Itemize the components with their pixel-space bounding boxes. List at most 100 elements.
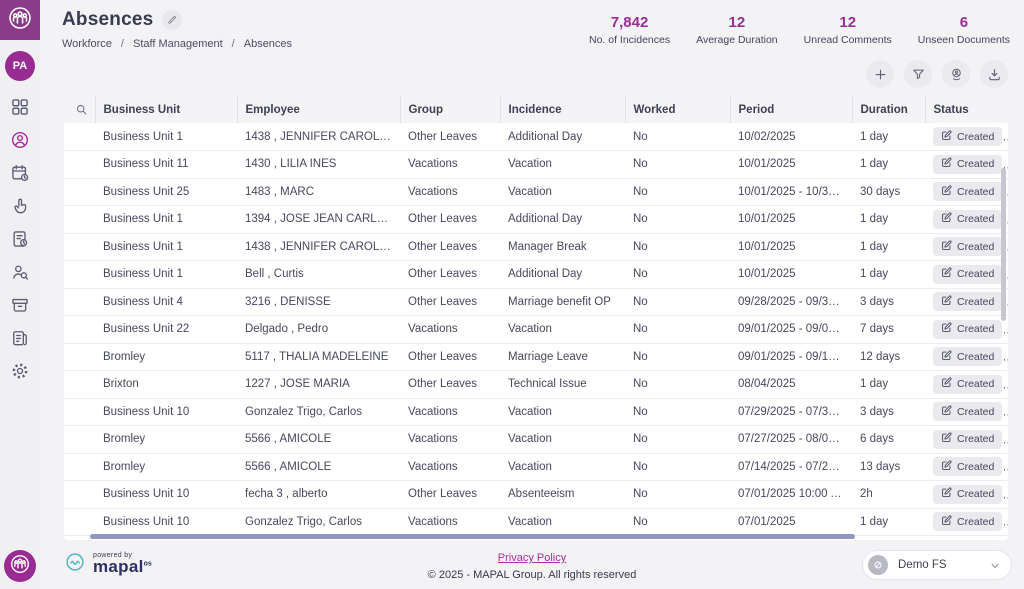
- col-duration[interactable]: Duration: [851, 96, 925, 123]
- mapal-badge[interactable]: [4, 550, 36, 582]
- calendar-clock-icon: [10, 163, 30, 183]
- privacy-policy-link[interactable]: Privacy Policy: [497, 552, 567, 564]
- person-circle-icon: [10, 130, 30, 150]
- status-chip[interactable]: Created: [933, 457, 1003, 477]
- status-chip[interactable]: Created: [933, 127, 1003, 146]
- cell-business-unit: Business Unit 10: [95, 508, 237, 536]
- stat-incidences: 7,842 No. of Incidences: [589, 14, 670, 54]
- cell-business-unit: Business Unit 1: [95, 260, 237, 289]
- sidebar-item-dashboard[interactable]: [10, 97, 30, 117]
- status-chip[interactable]: Created: [933, 319, 1003, 339]
- status-chip[interactable]: Created: [933, 264, 1003, 284]
- table-row[interactable]: Business Unit 22 Delgado , Pedro Vacatio…: [64, 315, 1008, 344]
- user-avatar[interactable]: PA: [5, 51, 35, 81]
- tenant-selector[interactable]: Demo FS: [862, 549, 1012, 580]
- cell-period: 10/02/2025: [730, 123, 852, 151]
- status-chip[interactable]: Created: [933, 484, 1003, 504]
- sidebar-item-report[interactable]: [10, 229, 30, 249]
- edit-square-icon: [941, 267, 952, 281]
- status-chip[interactable]: Created: [933, 292, 1003, 312]
- breadcrumb-absences: Absences: [243, 38, 293, 50]
- col-period[interactable]: Period: [729, 96, 852, 123]
- table-row[interactable]: Business Unit 4 3216 , DENISSE Other Lea…: [64, 288, 1008, 316]
- col-status[interactable]: Status: [924, 96, 1008, 123]
- table-row[interactable]: Business Unit 1 1394 , JOSE JEAN CARLOS …: [64, 205, 1008, 234]
- breadcrumb-staff-management[interactable]: Staff Management: [132, 38, 223, 50]
- cell-status: Created: [925, 260, 1008, 289]
- sidebar-item-settings[interactable]: [10, 361, 30, 381]
- col-business-unit[interactable]: Business Unit: [94, 96, 237, 123]
- col-employee[interactable]: Employee: [236, 96, 400, 123]
- cell-worked: No: [625, 480, 730, 509]
- sidebar-item-people-search[interactable]: [10, 262, 30, 282]
- status-chip[interactable]: Created: [933, 429, 1003, 449]
- sidebar-item-profile[interactable]: [10, 130, 30, 150]
- table-row[interactable]: Business Unit 10 Gonzalez Trigo, Carlos …: [64, 398, 1008, 426]
- status-chip[interactable]: Created: [933, 154, 1003, 174]
- edit-square-icon: [941, 487, 952, 501]
- cell-business-unit: Business Unit 4: [95, 288, 237, 316]
- status-chip[interactable]: Created: [933, 209, 1003, 229]
- vertical-scrollbar[interactable]: [1001, 168, 1006, 321]
- mapal-wordmark: mapal: [93, 557, 144, 576]
- table-row[interactable]: Bromley 5117 , THALIA MADELEINE Other Le…: [64, 343, 1008, 371]
- cell-period: 10/01/2025: [730, 233, 852, 261]
- cell-business-unit: Bromley: [95, 343, 237, 371]
- edit-square-icon: [941, 212, 952, 226]
- stat-value: 12: [728, 14, 746, 31]
- stat-value: 6: [959, 14, 969, 31]
- cell-duration: 1 day: [852, 205, 925, 234]
- cell-worked: No: [625, 453, 730, 481]
- cell-business-unit: Business Unit 22: [95, 315, 237, 344]
- cell-gutter: [64, 178, 95, 206]
- archive-box-icon: [10, 295, 30, 315]
- cell-period: 10/01/2025: [730, 150, 852, 179]
- table-row[interactable]: Business Unit 1 1438 , JENNIFER CAROLINA…: [64, 233, 1008, 261]
- table-search[interactable]: [64, 96, 95, 123]
- absences-table: Business Unit Employee Group Incidence W…: [64, 96, 1008, 536]
- sidebar-item-calendar[interactable]: [10, 163, 30, 183]
- assign-user-button[interactable]: [942, 60, 970, 88]
- sidebar-item-archive[interactable]: [10, 295, 30, 315]
- table-row[interactable]: Business Unit 10 fecha 3 , alberto Other…: [64, 480, 1008, 509]
- col-worked[interactable]: Worked: [624, 96, 730, 123]
- stats-strip: 7,842 No. of Incidences 12 Average Durat…: [589, 9, 1010, 54]
- status-chip[interactable]: Created: [933, 374, 1003, 394]
- table-row[interactable]: Business Unit 1 Bell , Curtis Other Leav…: [64, 260, 1008, 289]
- cell-employee: Delgado , Pedro: [237, 315, 400, 344]
- status-chip[interactable]: Created: [933, 512, 1003, 532]
- status-chip[interactable]: Created: [933, 402, 1003, 422]
- col-group[interactable]: Group: [399, 96, 500, 123]
- cell-business-unit: Business Unit 11: [95, 150, 237, 179]
- download-button[interactable]: [980, 60, 1008, 88]
- table-row[interactable]: Business Unit 10 Gonzalez Trigo, Carlos …: [64, 508, 1008, 536]
- sidebar-item-documents[interactable]: [10, 328, 30, 348]
- cell-employee: 1394 , JOSE JEAN CARLOS: [237, 205, 400, 234]
- table-row[interactable]: Business Unit 1 1438 , JENNIFER CAROLINA…: [64, 123, 1008, 151]
- document-clock-icon: [10, 229, 30, 249]
- table-row[interactable]: Business Unit 25 1483 , MARC Vacations V…: [64, 178, 1008, 206]
- status-chip[interactable]: Created: [933, 237, 1003, 257]
- status-chip[interactable]: Created: [933, 182, 1003, 202]
- col-incidence[interactable]: Incidence: [499, 96, 625, 123]
- filter-button[interactable]: [904, 60, 932, 88]
- cell-status: Created: [925, 233, 1008, 261]
- brand-logo[interactable]: [0, 0, 40, 40]
- gear-icon: [10, 361, 30, 381]
- status-chip[interactable]: Created: [933, 347, 1003, 367]
- edit-title-button[interactable]: [162, 10, 183, 30]
- cell-status: Created: [925, 370, 1008, 399]
- sidebar-item-tap-actions[interactable]: [10, 196, 30, 216]
- table-row[interactable]: Bromley 5566 , AMICOLE Vacations Vacatio…: [64, 425, 1008, 454]
- horizontal-scrollbar[interactable]: [90, 534, 855, 539]
- breadcrumb-workforce[interactable]: Workforce: [62, 38, 112, 50]
- cell-gutter: [64, 508, 95, 536]
- cell-group: Vacations: [400, 453, 500, 481]
- add-button[interactable]: [866, 60, 894, 88]
- table-row[interactable]: Bromley 5566 , AMICOLE Vacations Vacatio…: [64, 453, 1008, 481]
- table-row[interactable]: Brixton 1227 , JOSE MARIA Other Leaves T…: [64, 370, 1008, 399]
- cell-worked: No: [625, 343, 730, 371]
- stat-unseen-documents: 6 Unseen Documents: [918, 14, 1010, 54]
- cell-incidence: Technical Issue: [500, 370, 625, 399]
- table-row[interactable]: Business Unit 11 1430 , LILIA INES Vacat…: [64, 150, 1008, 179]
